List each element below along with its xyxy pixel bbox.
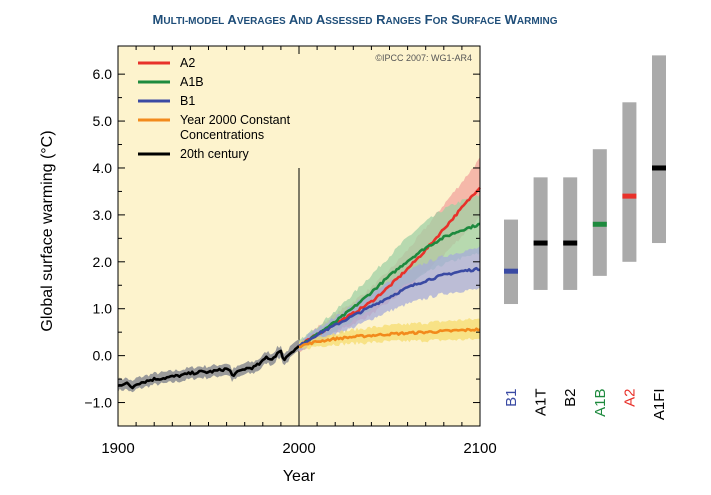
legend-label-A1B: A1B bbox=[180, 75, 204, 89]
range-bar-A2 bbox=[622, 102, 637, 262]
x-tick-label: 2100 bbox=[463, 440, 496, 457]
title-word-initial: F bbox=[421, 12, 433, 27]
title-word-initial: A bbox=[286, 12, 299, 27]
range-bar-A1B bbox=[592, 149, 607, 276]
title-word-rest: URFACE bbox=[460, 16, 501, 27]
legend-label-constant: Year 2000 Constant bbox=[180, 113, 291, 127]
range-best-estimate-A1T bbox=[533, 240, 548, 246]
y-tick-label: 1.0 bbox=[93, 301, 113, 317]
range-bar-B2 bbox=[563, 177, 578, 290]
y-tick-label: 5.0 bbox=[93, 113, 113, 129]
title-word-rest: ARMING bbox=[517, 16, 558, 27]
range-B2: B2 bbox=[562, 177, 579, 407]
y-tick-label: 2.0 bbox=[93, 254, 113, 270]
chart-title: MULTI-MODEL AVERAGES AND ASSESSED RANGES… bbox=[153, 12, 558, 27]
range-bar-A1T bbox=[533, 177, 548, 290]
y-tick-label: 0.0 bbox=[93, 348, 113, 364]
legend-entry-A2: A2 bbox=[138, 56, 195, 70]
title-word-rest: SSESSED bbox=[325, 16, 372, 27]
plot-area: −1.0 0.0 1.0 2.0 3.0 4.0 5.0 6.0 1900 2000 2100 Yea… bbox=[39, 45, 497, 485]
title-word-initial: S bbox=[448, 12, 461, 27]
series-line-century bbox=[117, 344, 300, 390]
copyright-note: ©IPCC 2007: WG1-AR4 bbox=[375, 53, 472, 63]
series-line-constant bbox=[299, 327, 481, 349]
x-tick-label: 1900 bbox=[101, 440, 134, 457]
range-best-estimate-B1 bbox=[504, 268, 518, 274]
legend-label-B1: B1 bbox=[180, 94, 195, 108]
title-word-initial: W bbox=[501, 12, 518, 27]
assessed-ranges: B1 A1T B2 A1B A2 A1FI bbox=[503, 55, 668, 420]
range-best-estimate-A2 bbox=[622, 193, 637, 199]
legend-entry-A1B: A1B bbox=[138, 75, 204, 89]
legend-label-A2: A2 bbox=[180, 56, 195, 70]
title-word-rest: OR bbox=[433, 16, 449, 27]
range-A2: A2 bbox=[621, 102, 638, 407]
range-label-B2: B2 bbox=[562, 388, 579, 406]
y-tick-label: −1.0 bbox=[84, 395, 112, 411]
title-word-rest: ND bbox=[298, 16, 312, 27]
range-A1B: A1B bbox=[592, 149, 609, 417]
series-line-B1 bbox=[298, 266, 481, 347]
legend-label-century: 20th century bbox=[180, 147, 250, 161]
range-label-A1T: A1T bbox=[533, 388, 550, 416]
legend-entry-B1: B1 bbox=[138, 94, 195, 108]
range-label-A2: A2 bbox=[621, 388, 638, 406]
range-bar-B1 bbox=[504, 219, 518, 305]
range-A1FI: A1FI bbox=[651, 55, 668, 420]
y-axis-label: Global surface warming (°C) bbox=[39, 130, 56, 331]
range-B1: B1 bbox=[503, 219, 520, 407]
title-word-rest: VERAGES bbox=[237, 16, 286, 27]
y-tick-label: 4.0 bbox=[93, 160, 113, 176]
range-best-estimate-A1B bbox=[592, 221, 607, 227]
range-A1T: A1T bbox=[533, 177, 550, 416]
range-label-A1B: A1B bbox=[592, 388, 609, 416]
range-best-estimate-A1FI bbox=[652, 165, 666, 171]
y-tick-label: 6.0 bbox=[93, 66, 113, 82]
range-label-B1: B1 bbox=[503, 388, 520, 406]
title-word-initial: A bbox=[313, 12, 326, 27]
legend-entry-century: 20th century bbox=[138, 147, 250, 161]
title-word-initial: A bbox=[224, 12, 237, 27]
y-tick-label: 3.0 bbox=[93, 207, 113, 223]
x-tick-label: 2000 bbox=[282, 440, 315, 457]
title-word-initial: M bbox=[153, 12, 164, 27]
title-word-rest: ANGES bbox=[385, 16, 421, 27]
range-label-A1FI: A1FI bbox=[651, 388, 668, 420]
title-word-initial: R bbox=[372, 12, 386, 27]
range-bar-A1FI bbox=[652, 55, 666, 244]
x-axis-label: Year bbox=[283, 468, 316, 485]
title-word-rest: ULTI-MODEL bbox=[163, 16, 224, 27]
range-best-estimate-B2 bbox=[563, 240, 578, 246]
legend-label-constant: Concentrations bbox=[180, 128, 264, 142]
